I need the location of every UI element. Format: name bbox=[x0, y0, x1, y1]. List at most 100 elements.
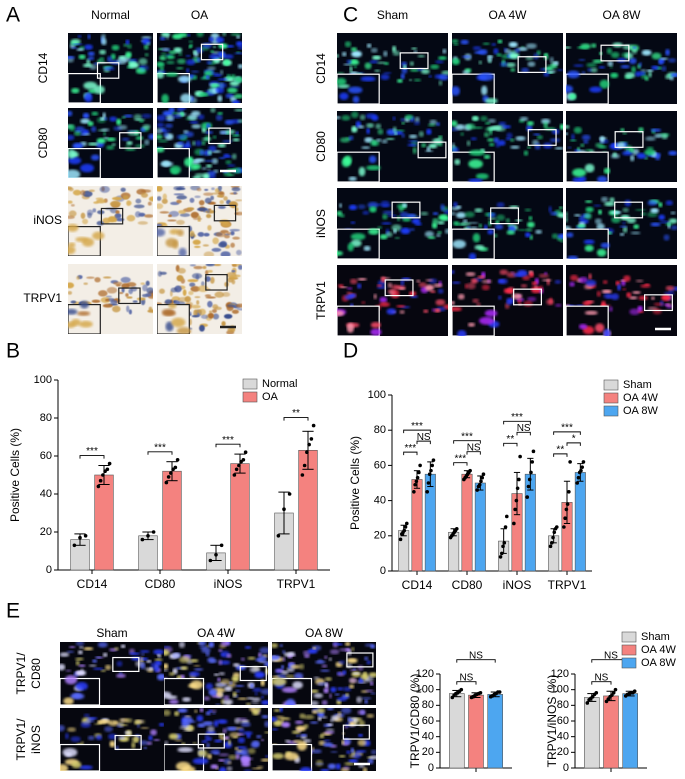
cell bbox=[177, 141, 185, 146]
cell bbox=[620, 128, 625, 132]
cell bbox=[438, 74, 448, 81]
cell bbox=[436, 122, 440, 127]
cell bbox=[279, 644, 283, 648]
cell bbox=[420, 69, 430, 75]
cell bbox=[191, 304, 201, 309]
cell bbox=[400, 279, 405, 287]
cell bbox=[519, 116, 529, 122]
cell bbox=[455, 212, 467, 219]
row-label: TRPV1/ bbox=[14, 652, 28, 695]
cell bbox=[157, 127, 163, 135]
cell bbox=[186, 59, 196, 66]
cell bbox=[596, 290, 602, 297]
cell bbox=[107, 55, 113, 63]
cell bbox=[134, 211, 141, 218]
cell bbox=[232, 691, 237, 698]
cell bbox=[482, 42, 490, 46]
inset-cell bbox=[487, 229, 494, 235]
cell bbox=[94, 277, 101, 283]
cell bbox=[229, 228, 241, 232]
y-axis-label: TRPV1/CD80 (%) bbox=[408, 674, 422, 769]
cell bbox=[68, 124, 76, 132]
cell bbox=[358, 764, 365, 768]
cell bbox=[252, 740, 260, 747]
cell bbox=[385, 137, 395, 140]
cell bbox=[527, 146, 531, 149]
cell bbox=[227, 739, 232, 746]
cell bbox=[163, 131, 169, 137]
inset-cell bbox=[337, 78, 347, 86]
cell bbox=[432, 212, 439, 215]
cell bbox=[462, 219, 468, 223]
cell bbox=[231, 153, 237, 160]
cell bbox=[213, 306, 222, 311]
data-point bbox=[425, 490, 430, 494]
data-point bbox=[552, 530, 557, 535]
cell bbox=[186, 140, 191, 147]
roi-box bbox=[384, 279, 414, 297]
cell bbox=[365, 689, 374, 693]
cell bbox=[207, 312, 214, 319]
cell bbox=[586, 62, 597, 68]
cell bbox=[632, 47, 638, 55]
cell bbox=[639, 71, 646, 76]
cell bbox=[76, 276, 80, 280]
cell bbox=[166, 114, 175, 121]
cell bbox=[440, 203, 445, 211]
cell bbox=[131, 741, 136, 749]
inset-cell bbox=[603, 328, 611, 336]
cell bbox=[648, 71, 652, 78]
cell bbox=[529, 271, 534, 278]
cell bbox=[488, 59, 492, 64]
cell bbox=[219, 200, 224, 205]
cell bbox=[68, 187, 74, 192]
cell bbox=[670, 211, 676, 215]
cell bbox=[87, 212, 92, 219]
cell bbox=[117, 124, 128, 130]
significance-label: *** bbox=[411, 421, 423, 432]
roi-box bbox=[200, 43, 224, 61]
cell bbox=[160, 33, 171, 38]
cell bbox=[60, 663, 66, 671]
cell bbox=[179, 725, 190, 730]
cell bbox=[457, 293, 465, 300]
micrograph bbox=[452, 188, 563, 259]
data-point bbox=[307, 442, 311, 447]
inset-cell bbox=[337, 250, 343, 256]
inset-cell bbox=[341, 157, 351, 168]
data-point bbox=[282, 507, 286, 512]
cell bbox=[83, 713, 90, 718]
data-point bbox=[427, 472, 432, 477]
inset-cell bbox=[469, 149, 485, 156]
cell bbox=[235, 684, 245, 687]
micrograph bbox=[157, 186, 242, 256]
data-point bbox=[105, 467, 110, 472]
y-tick-label: 120 bbox=[416, 668, 434, 680]
cell bbox=[210, 108, 216, 113]
data-point bbox=[402, 528, 407, 533]
row-label: CD80 bbox=[314, 131, 328, 162]
cell bbox=[247, 656, 256, 660]
legend-label: OA 8W bbox=[623, 405, 658, 417]
data-point bbox=[107, 461, 112, 466]
inset-cell bbox=[584, 244, 594, 252]
cell bbox=[636, 152, 647, 159]
cell bbox=[652, 308, 662, 315]
cell bbox=[330, 750, 338, 754]
cell bbox=[234, 76, 242, 83]
cell bbox=[233, 191, 237, 195]
row-label: CD14 bbox=[36, 52, 50, 83]
cell bbox=[80, 212, 86, 219]
data-point bbox=[232, 473, 237, 477]
cell bbox=[470, 278, 478, 284]
row-label: CD80 bbox=[36, 127, 50, 158]
cell bbox=[190, 211, 199, 219]
cell bbox=[573, 64, 584, 68]
cell bbox=[70, 203, 75, 207]
cell bbox=[504, 48, 511, 55]
cell bbox=[208, 310, 213, 313]
inset-cell bbox=[79, 320, 93, 328]
cell bbox=[348, 293, 357, 298]
cell bbox=[452, 300, 455, 305]
cell bbox=[192, 176, 202, 178]
